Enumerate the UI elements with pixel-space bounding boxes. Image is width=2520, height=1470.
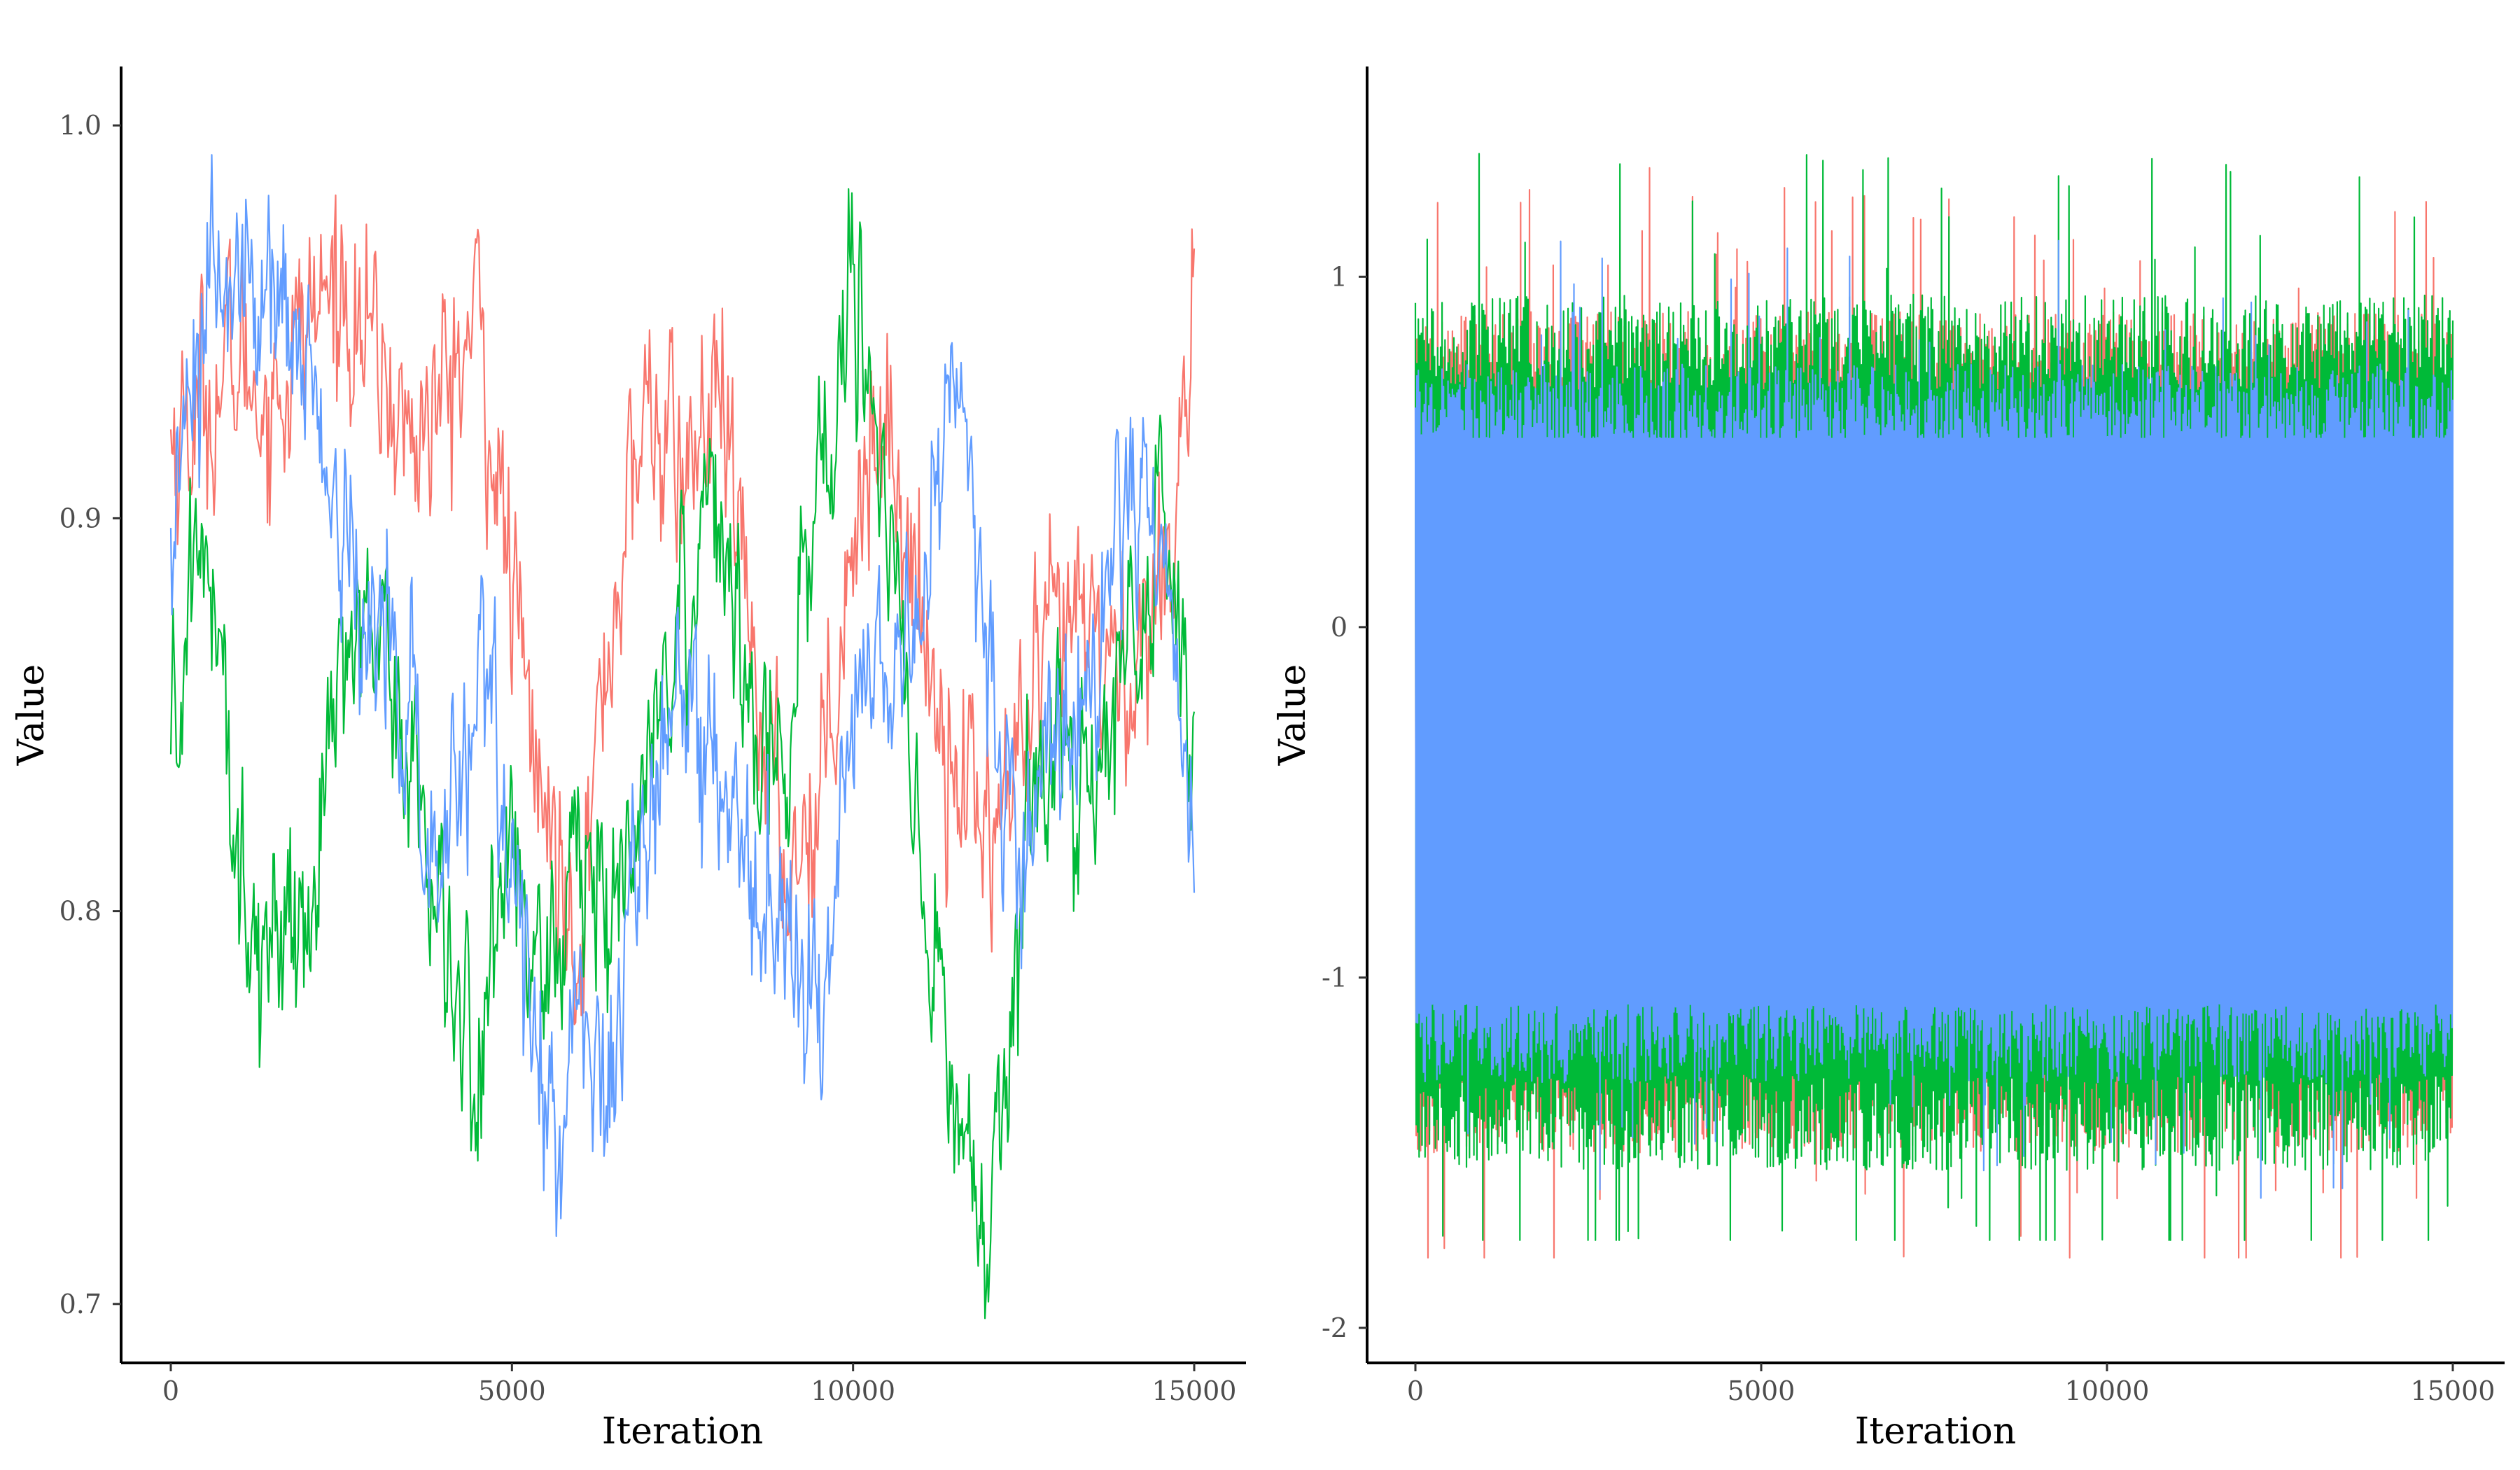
left-trace-panel: 0.7 0.8 0.9 1.0 0 5000 10000 15000 Iteration V… [10, 66, 1246, 1452]
series-2-trace [169, 188, 1196, 1320]
right-plot-area [1414, 153, 2454, 1259]
left-x-ticks: 0 5000 10000 15000 [162, 1363, 1237, 1406]
x-tick-label: 10000 [2065, 1376, 2150, 1406]
y-tick-label: -2 [1322, 1312, 1348, 1343]
y-tick-label: 1 [1331, 261, 1348, 292]
x-tick-label: 0 [1407, 1376, 1424, 1406]
y-tick-label: 0.7 [59, 1289, 102, 1320]
left-plot-area [169, 154, 1196, 1320]
left-x-axis-title: Iteration [602, 1410, 763, 1452]
right-trace-panel: -2 -1 0 1 0 5000 10000 15000 Iteration Value [1272, 66, 2505, 1452]
x-tick-label: 10000 [811, 1376, 895, 1406]
right-x-axis-title: Iteration [1855, 1410, 2016, 1452]
series-3-core-band [1415, 438, 2453, 1001]
left-y-axis-title: Value [10, 664, 52, 766]
x-tick-label: 0 [162, 1376, 179, 1406]
right-x-ticks: 0 5000 10000 15000 [1407, 1363, 2496, 1406]
right-y-ticks: -2 -1 0 1 [1322, 261, 1367, 1343]
series-3-trace [169, 154, 1196, 1238]
left-y-ticks: 0.7 0.8 0.9 1.0 [59, 110, 121, 1320]
y-tick-label: 0.9 [59, 503, 102, 533]
y-tick-label: 1.0 [59, 110, 102, 141]
y-tick-label: 0.8 [59, 896, 102, 927]
y-tick-label: -1 [1322, 962, 1348, 993]
x-tick-label: 15000 [1152, 1376, 1237, 1406]
x-tick-label: 5000 [478, 1376, 546, 1406]
x-tick-label: 5000 [1728, 1376, 1795, 1406]
y-tick-label: 0 [1331, 612, 1348, 643]
x-tick-label: 15000 [2411, 1376, 2496, 1406]
right-y-axis-title: Value [1272, 664, 1314, 766]
series-1-trace [169, 194, 1196, 1026]
